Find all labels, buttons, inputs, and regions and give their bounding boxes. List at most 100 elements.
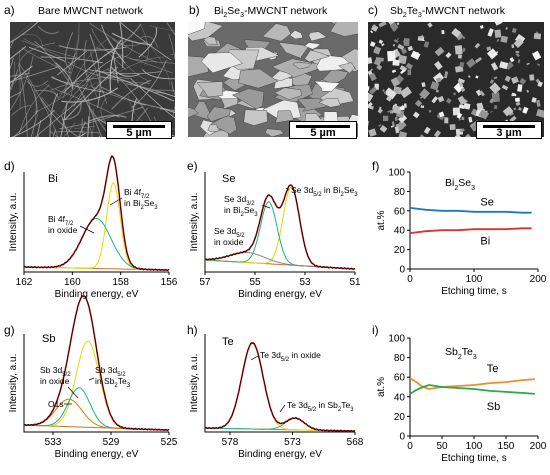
fit-peak-e-2 [205, 252, 356, 270]
x-tick-label-d: 162 [16, 277, 33, 288]
x-tick-label-i: 100 [466, 441, 483, 452]
y-tick-label-f: 40 [394, 226, 406, 237]
chart-panel-h: h) 578 573 568 Binding energy, eV Intensity, … [187, 323, 364, 460]
annotation-se-3d32-line2: in Bi2Se3 [224, 205, 258, 218]
annotation-sb-3d52-oxide-line2: in oxide [40, 376, 70, 386]
scale-label-c: 3 µm [496, 127, 522, 139]
fit-peak-g-1 [23, 387, 169, 431]
series-line-se-f [409, 207, 532, 214]
fit-peak-h-1 [205, 417, 355, 432]
y-tick-label-f: 60 [394, 206, 406, 217]
x-tick-label-i: 200 [530, 441, 547, 452]
y-tick-label-i: 20 [394, 412, 406, 423]
series-line-sb-i [409, 384, 535, 395]
x-tick-label-h: 568 [347, 437, 364, 448]
fit-peak-d-1 [24, 217, 169, 271]
x-tick-label-e: 55 [249, 277, 261, 288]
x-tick-label-d: 158 [112, 277, 129, 288]
annotation-arrow-g-1 [67, 386, 79, 399]
y-axis-label-h: Intensity, a.u. [189, 354, 200, 413]
chart-panel-g: g) 533 529 525 Binding energy, eV Intensity, … [4, 294, 178, 460]
x-tick-label-d: 156 [161, 277, 178, 288]
scale-bar-a: 5 µm [106, 121, 172, 139]
scale-label-b: 5 µm [310, 127, 336, 139]
y-tick-label-f: 100 [388, 168, 405, 179]
y-axis-label-d: Intensity, a.u. [8, 193, 19, 252]
panel-letter-f: f) [372, 159, 379, 173]
annotation-arrow-h-2 [279, 404, 286, 413]
x-tick-label-e: 57 [199, 277, 211, 288]
annotation-bi-4f72-oxide-line1: Bi 4f7/2 [48, 214, 74, 227]
element-label-e: Se [222, 173, 235, 185]
composition-title-i: Sb2Te3 [445, 346, 477, 361]
series-line-bi-f [409, 227, 532, 234]
scale-bar-b: 5 µm [289, 121, 357, 139]
series-label-te-i: Te [487, 363, 499, 375]
x-tick-label-e: 53 [299, 277, 311, 288]
sem-title-c: Sb2Te3-MWCNT network [390, 5, 505, 20]
panel-letter-d: d) [4, 159, 15, 173]
annotation-sb-3d52-sb2te3-line1: Sb 3d5/2 [95, 365, 126, 378]
element-label-d: Bi [48, 173, 58, 185]
axes-h [204, 334, 355, 433]
panel-letter-c: c) [368, 3, 378, 17]
sem-title-b: Bi2Se3-MWCNT network [214, 5, 328, 20]
axes-g [23, 334, 169, 433]
x-tick-label-i: 150 [498, 441, 515, 452]
series-line-te-i [409, 377, 535, 390]
x-tick-label-g: 525 [161, 437, 178, 448]
annotation-se-3d52-bi2se3: Se 3d5/2 in Bi2Se3 [291, 185, 358, 198]
annotation-se-3d32-line1: Se 3d3/2 [224, 194, 255, 207]
panel-letter-i: i) [372, 323, 379, 337]
scale-label-a: 5 µm [126, 127, 152, 139]
y-tick-label-i: 60 [394, 373, 406, 384]
chart-panel-i: i) 0 50 100 150 200 Etching time, s at.% 0 20 40 60… [372, 323, 547, 464]
sem-texture-flakes [188, 22, 358, 137]
annotation-arrow-e-1 [261, 204, 271, 209]
y-axis-label-f: at.% [376, 210, 387, 230]
x-tick-label-e: 51 [349, 277, 361, 288]
measured-spectrum-g [23, 295, 170, 432]
annotation-bi-4f72-oxide-line2: in oxide [48, 225, 78, 235]
x-axis-label-g: Binding energy, eV [55, 449, 139, 460]
sem-image-sb2te3 [368, 22, 544, 137]
sem-image-bi2se3 [188, 22, 358, 137]
panel-letter-a: a) [4, 3, 15, 17]
axes-d [23, 172, 169, 273]
measured-spectrum-e [204, 184, 356, 271]
chart-panel-e: e) 57 55 53 51 Binding energy, eV Intensity, a… [187, 159, 361, 300]
x-axis-label-d: Binding energy, eV [55, 289, 139, 300]
y-tick-label-i: 0 [399, 432, 405, 443]
series-label-se-f: Se [480, 197, 493, 209]
chart-panel-f: f) 0 100 200 Etching time, s at.% 0 20 40 60 80 100… [372, 159, 547, 297]
series-label-sb-i: Sb [487, 401, 500, 413]
panel-letter-b: b) [189, 3, 200, 17]
sem-texture-grains [368, 22, 544, 137]
x-axis-label-h: Binding energy, eV [238, 449, 322, 460]
annotation-se-3d52-oxide-line1: Se 3d5/2 [214, 226, 245, 239]
x-axis-label-f: Etching time, s [441, 286, 507, 297]
series-label-bi-f: Bi [480, 235, 490, 247]
x-tick-label-i: 50 [436, 441, 448, 452]
annotation-sb-3d52-oxide-line1: Sb 3d5/2 [40, 365, 71, 378]
y-tick-label-f: 20 [394, 245, 406, 256]
element-label-h: Te [222, 336, 234, 348]
annotation-te-3d52-oxide: Te 3d5/2 in oxide [260, 350, 321, 363]
y-tick-label-i: 40 [394, 392, 406, 403]
fit-envelope-d [24, 155, 169, 271]
annotation-bi-4f72-bi2se3-line2: in Bi2Se3 [124, 198, 158, 211]
scale-bar-c: 3 µm [476, 121, 542, 139]
x-tick-label-g: 529 [103, 437, 120, 448]
y-tick-label-f: 0 [399, 265, 405, 276]
x-tick-label-f: 100 [466, 274, 483, 285]
y-tick-label-i: 100 [388, 334, 405, 345]
x-axis-label-i: Etching time, s [441, 453, 507, 464]
chart-panel-d: d) 162 160 158 156 Binding energy, eV Intensit… [4, 155, 178, 300]
element-label-g: Sb [42, 333, 55, 345]
panel-letter-h: h) [187, 323, 198, 337]
measured-spectrum-d [23, 155, 170, 272]
annotation-sb-3d52-sb2te3-line2: in Sb2Te3 [95, 376, 131, 389]
sem-texture-fibers [10, 22, 175, 137]
annotation-te-3d52-sb2te3: Te 3d5/2 in Sb2Te3 [287, 400, 354, 413]
